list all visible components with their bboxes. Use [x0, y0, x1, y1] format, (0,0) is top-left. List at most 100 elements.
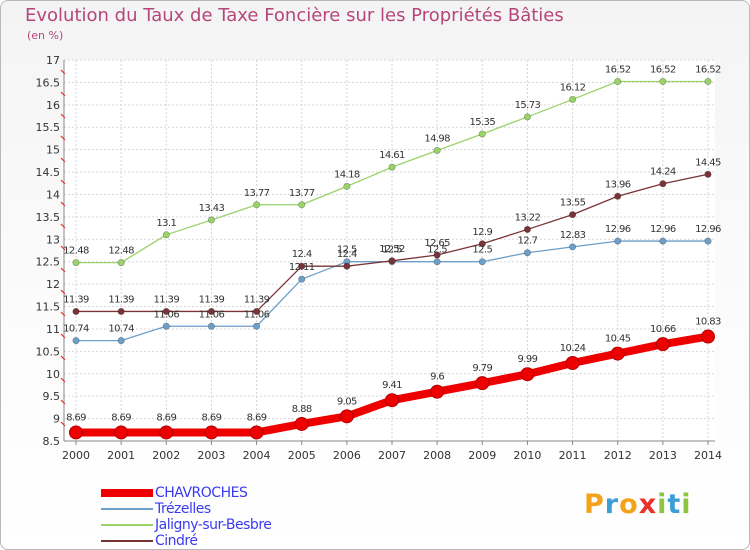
data-label: 12.4	[292, 249, 312, 260]
axis-accent-mark	[60, 355, 66, 361]
data-point	[701, 329, 715, 344]
data-label: 11.06	[199, 309, 225, 320]
axis-accent-mark	[60, 179, 66, 185]
data-point	[159, 425, 174, 440]
data-label: 9.6	[430, 372, 444, 383]
data-label: 8.69	[156, 412, 176, 423]
y-tick-label: 17	[46, 54, 60, 67]
x-tick-label: 2010	[513, 449, 541, 462]
data-label: 16.52	[650, 65, 676, 76]
x-tick-label: 2000	[62, 449, 90, 462]
data-point	[520, 367, 535, 382]
data-point	[704, 170, 712, 178]
data-point	[614, 237, 622, 245]
legend-swatch	[101, 540, 153, 542]
data-label: 12.4	[337, 249, 357, 260]
data-point	[388, 163, 396, 171]
x-tick-label: 2002	[152, 449, 180, 462]
data-label: 15.73	[515, 100, 541, 111]
data-point	[207, 307, 215, 315]
y-tick-label: 16.5	[36, 76, 61, 89]
data-label: 12.52	[379, 244, 405, 255]
data-point	[478, 130, 486, 138]
data-label: 11.06	[244, 309, 270, 320]
legend-label: Cindré	[155, 533, 198, 549]
y-tick-label: 9.5	[43, 390, 61, 403]
data-point	[207, 216, 215, 224]
data-label: 14.45	[695, 157, 721, 168]
data-point	[69, 425, 83, 440]
data-point	[704, 237, 712, 245]
legend-label: Trézelles	[155, 501, 211, 517]
data-label: 16.52	[695, 65, 721, 76]
data-point	[655, 337, 670, 352]
x-tick-label: 2001	[107, 449, 135, 462]
data-point	[659, 180, 667, 188]
data-point	[614, 78, 622, 86]
x-tick-label: 2006	[333, 449, 361, 462]
data-label: 9.41	[382, 380, 402, 391]
data-label: 12.5	[427, 245, 447, 256]
y-tick-label: 11	[46, 323, 60, 336]
legend-label: Jaligny-sur-Besbre	[155, 517, 272, 533]
axis-accent-mark	[60, 377, 66, 383]
y-tick-label: 10	[46, 368, 60, 381]
logo-letter: i	[681, 489, 692, 520]
data-label: 10.74	[108, 324, 134, 335]
y-unit-label: (en %)	[27, 29, 64, 42]
axis-accent-mark	[60, 311, 66, 317]
axis-accent-mark	[60, 135, 66, 141]
data-label: 8.69	[247, 412, 267, 423]
data-label: 12.7	[517, 236, 537, 247]
axis-accent-mark	[60, 91, 66, 97]
data-label: 9.79	[472, 363, 492, 374]
axis-accent-mark	[60, 223, 66, 229]
data-label: 12.96	[695, 224, 721, 235]
data-point	[478, 258, 486, 266]
axis-accent-mark	[60, 399, 66, 405]
data-label: 12.96	[605, 224, 631, 235]
data-point	[569, 211, 577, 219]
data-point	[704, 78, 712, 86]
data-point	[569, 95, 577, 103]
data-label: 12.5	[472, 245, 492, 256]
y-tick-label: 8.5	[43, 435, 61, 448]
data-point	[253, 201, 261, 209]
data-label: 12.48	[63, 246, 89, 257]
data-label: 13.22	[515, 212, 541, 223]
y-tick-label: 12.5	[36, 256, 61, 269]
data-label: 12.9	[472, 227, 492, 238]
data-label: 12.48	[108, 246, 134, 257]
legend-label: CHAVROCHES	[155, 485, 248, 501]
data-point	[343, 262, 351, 270]
axis-accent-mark	[60, 157, 66, 163]
data-point	[294, 416, 309, 431]
data-point	[162, 231, 170, 239]
data-label: 16.52	[605, 65, 631, 76]
data-label: 8.69	[201, 412, 221, 423]
data-point	[253, 322, 261, 330]
x-tick-label: 2013	[649, 449, 677, 462]
data-point	[523, 249, 531, 257]
x-tick-label: 2007	[378, 449, 406, 462]
data-point	[253, 307, 261, 315]
axis-accent-mark	[60, 201, 66, 207]
data-point	[478, 240, 486, 248]
data-label: 8.69	[111, 412, 131, 423]
y-tick-label: 12	[46, 278, 60, 291]
data-point	[249, 425, 264, 440]
y-tick-label: 14.5	[36, 166, 61, 179]
data-label: 15.35	[469, 117, 495, 128]
data-label: 9.99	[517, 354, 537, 365]
legend-swatch	[101, 524, 153, 526]
axis-accent-mark	[60, 245, 66, 251]
data-point	[433, 147, 441, 155]
x-tick-label: 2005	[288, 449, 316, 462]
x-tick-label: 2014	[694, 449, 722, 462]
data-point	[388, 257, 396, 265]
proxiti-logo: Proxiti	[584, 489, 692, 520]
logo-letter: P	[584, 489, 605, 520]
data-label: 13.77	[289, 188, 315, 199]
data-label: 8.88	[292, 404, 312, 415]
